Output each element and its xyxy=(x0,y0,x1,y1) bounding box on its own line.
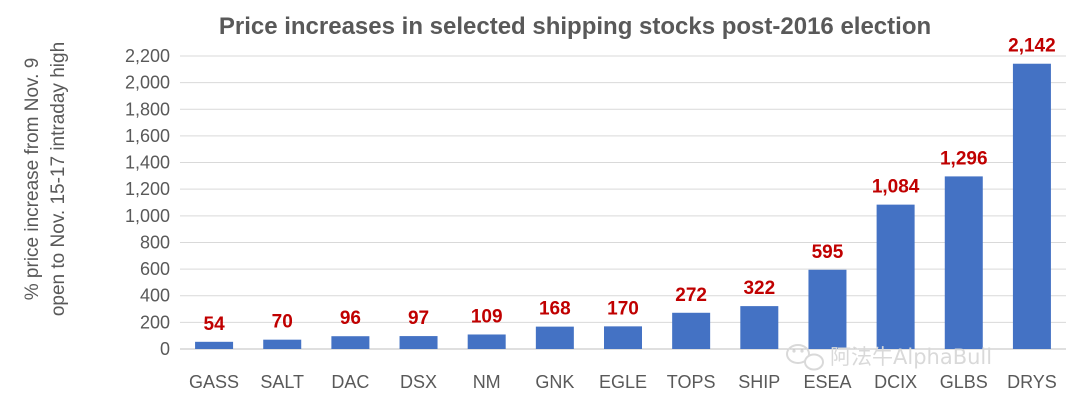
chart-title: Price increases in selected shipping sto… xyxy=(219,13,931,40)
bar-gass xyxy=(195,341,234,349)
bar-tops xyxy=(672,312,711,349)
y-axis-title-line-1: % price increase from Nov. 9 xyxy=(22,58,43,301)
watermark-text: 阿法牛AlphaBull xyxy=(830,345,992,369)
data-label-dac: 96 xyxy=(340,308,361,329)
wechat-icon xyxy=(786,344,824,371)
x-tick-label: DRYS xyxy=(1007,372,1057,392)
bar-dac xyxy=(331,336,370,349)
data-label-gnk: 168 xyxy=(539,299,571,320)
data-label-egle: 170 xyxy=(607,298,639,319)
gridlines xyxy=(180,55,1066,350)
x-tick-label: TOPS xyxy=(667,372,716,392)
data-label-drys: 2,142 xyxy=(1008,36,1056,57)
bar-esea xyxy=(808,269,847,349)
x-tick-label: SALT xyxy=(260,372,304,392)
y-tick-label: 400 xyxy=(140,286,170,306)
y-tick-label: 600 xyxy=(140,259,170,279)
bar-nm xyxy=(467,334,506,349)
x-tick-label: DCIX xyxy=(874,372,917,392)
x-tick-label: ESEA xyxy=(803,372,851,392)
y-tick-label: 2,000 xyxy=(125,73,170,93)
data-label-dsx: 97 xyxy=(408,308,429,329)
y-tick-label: 0 xyxy=(160,339,170,359)
y-tick-label: 1,000 xyxy=(125,206,170,226)
y-tick-label: 800 xyxy=(140,232,170,252)
x-tick-label: NM xyxy=(473,372,501,392)
data-label-esea: 595 xyxy=(812,242,844,263)
y-axis-title: % price increase from Nov. 9 open to Nov… xyxy=(22,42,69,316)
y-tick-label: 2,200 xyxy=(125,46,170,66)
data-label-tops: 272 xyxy=(675,285,707,306)
bar-ship xyxy=(740,306,779,349)
x-tick-label: GASS xyxy=(189,372,239,392)
data-label-glbs: 1,296 xyxy=(940,148,988,169)
x-tick-label: DSX xyxy=(400,372,437,392)
y-axis-title-line-2: open to Nov. 15-17 intraday high xyxy=(48,42,69,316)
y-tick-label: 1,400 xyxy=(125,153,170,173)
x-tick-label: DAC xyxy=(331,372,369,392)
x-tick-label: EGLE xyxy=(599,372,647,392)
data-label-dcix: 1,084 xyxy=(872,177,920,198)
y-tick-label: 1,200 xyxy=(125,179,170,199)
y-tick-label: 200 xyxy=(140,312,170,332)
data-label-salt: 70 xyxy=(272,312,293,333)
bar-dcix xyxy=(876,204,915,349)
bar-gnk xyxy=(535,326,574,349)
bar-dsx xyxy=(399,336,438,349)
data-label-gass: 54 xyxy=(204,314,226,335)
data-label-nm: 109 xyxy=(471,306,503,327)
x-tick-label: GNK xyxy=(535,372,574,392)
bar-salt xyxy=(263,339,302,349)
x-tick-label: SHIP xyxy=(738,372,780,392)
bar-glbs xyxy=(944,176,983,349)
y-axis-ticks: 0 200 400 600 800 1,000 1,200 1,400 1,600 1,800 2,… xyxy=(125,46,170,359)
x-axis-ticks: GASS SALT DAC DSX NM GNK EGLE TOPS SHIP ESEA DCIX G… xyxy=(189,372,1057,392)
bar-drys xyxy=(1012,63,1051,349)
bar-egle xyxy=(604,326,642,349)
data-label-ship: 322 xyxy=(743,278,775,299)
data-labels: 54 70 96 97 109 168 170 272 322 595 1,084 1,296 2,14… xyxy=(204,36,1056,335)
y-tick-label: 1,800 xyxy=(125,99,170,119)
y-tick-label: 1,600 xyxy=(125,126,170,146)
x-tick-label: GLBS xyxy=(940,372,988,392)
bars xyxy=(195,63,1051,349)
watermark: 阿法牛AlphaBull xyxy=(786,344,992,371)
